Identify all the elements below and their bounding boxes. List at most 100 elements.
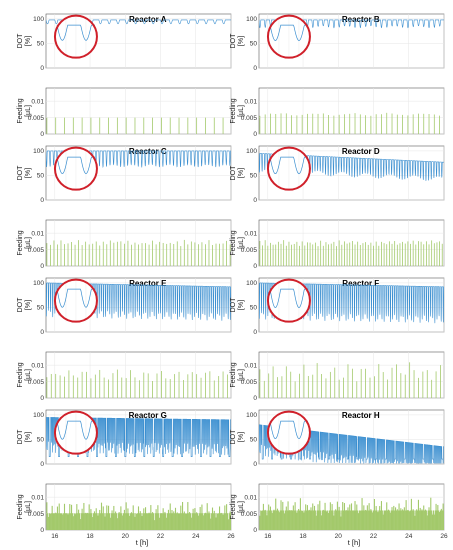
y-axis-label-line2: [%] [25,300,32,310]
zoom-circle [266,14,311,59]
y-tick-label: 0 [253,461,257,468]
y-tick-label: 100 [246,16,257,23]
x-tick-label: 16 [264,533,272,540]
series-group [46,117,224,134]
zoom-series-line [269,156,308,175]
y-tick-label: 100 [33,148,44,155]
y-tick-label: 0.01 [31,98,44,105]
y-tick-label: 0 [40,65,44,72]
x-tick-label: 22 [370,533,378,540]
y-tick-label: 50 [37,437,45,444]
y-tick-label: 0 [40,197,44,204]
feeding-panel-7: 0 0.005 0.01 Feeding [μL] [230,219,445,270]
feeding-panel-1: 0 0.005 0.01 Feeding [μL] [17,87,232,138]
y-tick-label: 0 [253,329,257,336]
x-tick-label: 20 [122,533,130,540]
y-tick-label: 100 [246,280,257,287]
dot-panel-4: 0 50 100 DOT [%] Reactor C [17,145,232,204]
plot-area [258,219,445,267]
x-tick-label: 26 [227,533,235,540]
x-tick-label: 26 [440,533,448,540]
y-tick-label: 50 [250,41,258,48]
x-tick-label: 16 [51,533,59,540]
y-axis-label-line2: [μL] [238,501,245,513]
y-axis-label-line2: [μL] [25,105,32,117]
x-tick-label: 18 [86,533,94,540]
zoom-circle [53,14,98,59]
x-tick-label: 18 [299,533,307,540]
y-axis-label-line1: DOT [230,297,237,313]
x-tick-label: 22 [157,533,165,540]
x-tick-label: 24 [192,533,200,540]
y-axis-label-line2: [%] [25,432,32,442]
feeding-panel-3: 0 0.005 0.01 Feeding [μL] [230,87,445,138]
y-axis-label-line1: Feeding [230,230,237,255]
y-axis-label-line1: Feeding [17,362,24,387]
y-axis-label-line1: DOT [230,429,237,445]
feeding-panel-5: 0 0.005 0.01 Feeding [μL] [17,219,232,270]
series-group [259,424,444,464]
y-axis-label-line2: [μL] [25,501,32,513]
y-axis-label-line2: [μL] [238,105,245,117]
dot-panel-10: 0 50 100 DOT [%] Reactor F [230,277,445,336]
y-axis-label-line1: Feeding [17,494,24,519]
y-tick-label: 50 [37,173,45,180]
y-axis-label-line2: [μL] [238,237,245,249]
y-axis-label-line2: [%] [25,168,32,178]
y-axis-label-line2: [μL] [25,369,32,381]
dot-panel-12: 0 50 100 DOT [%] Reactor G [17,409,232,468]
y-tick-label: 0.005 [28,247,45,254]
y-tick-label: 0.01 [244,98,257,105]
plot-area [258,351,445,399]
series-group [259,240,443,266]
plot-area [45,351,232,399]
x-tick-label: 24 [405,533,413,540]
zoom-series-line [269,420,308,440]
series-group [46,239,231,266]
y-tick-label: 100 [246,412,257,419]
y-axis-label-line1: DOT [17,165,24,181]
y-tick-label: 0 [253,65,257,72]
y-tick-label: 50 [250,173,258,180]
y-tick-label: 0 [253,263,257,270]
y-tick-label: 0 [253,527,257,534]
y-tick-label: 0.005 [28,115,45,122]
panel-title: Reactor F [342,279,379,288]
y-tick-label: 100 [33,412,44,419]
zoom-circle [53,146,98,191]
series-group [259,362,441,398]
y-tick-label: 0.01 [31,362,44,369]
zoom-series-line [56,156,95,174]
zoom-circle [53,410,98,455]
series-group [46,501,231,530]
y-tick-label: 100 [33,16,44,23]
zoom-circle [266,278,311,323]
plot-area [258,87,445,135]
y-tick-label: 50 [37,305,45,312]
plot-area [45,87,232,135]
y-tick-label: 0 [40,131,44,138]
zoom-circle [53,278,98,323]
y-tick-label: 0 [253,395,257,402]
x-tick-label: 20 [335,533,343,540]
zoom-circle [266,146,311,191]
zoom-series-line [56,420,95,440]
y-tick-label: 0.005 [241,511,258,518]
y-axis-label-line1: Feeding [17,98,24,123]
y-axis-label-line1: Feeding [230,362,237,387]
x-axis-label-right: t [h] [348,538,361,547]
y-axis-label-line2: [μL] [238,369,245,381]
y-axis-label-line2: [%] [238,36,245,46]
y-tick-label: 0 [40,527,44,534]
feeding-panel-9: 0 0.005 0.01 Feeding [μL] [17,351,232,402]
y-axis-label-line1: Feeding [230,98,237,123]
y-tick-label: 0.01 [244,230,257,237]
y-tick-label: 50 [250,437,258,444]
dot-panel-14: 0 50 100 DOT [%] Reactor H [230,409,445,468]
y-tick-label: 0 [40,329,44,336]
zoom-circle [266,410,311,455]
y-tick-label: 50 [250,305,258,312]
y-axis-label-line2: [%] [238,168,245,178]
y-tick-label: 0.005 [241,379,258,386]
